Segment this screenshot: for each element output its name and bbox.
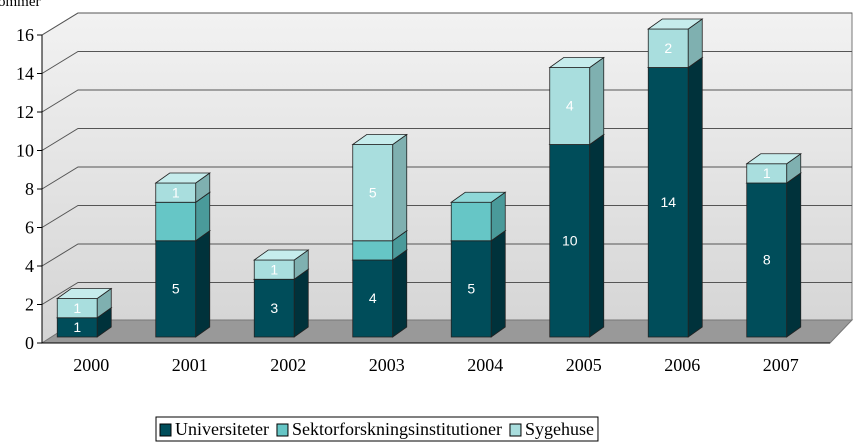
- bar-front: [155, 201, 197, 242]
- bar-segment: [745, 172, 802, 338]
- bar-side: [195, 229, 211, 338]
- bar-front: [450, 240, 492, 338]
- bar-side: [490, 229, 506, 338]
- data-label: 14: [660, 194, 676, 210]
- bar-front: [549, 144, 591, 338]
- y-tick-label: 6: [25, 218, 34, 238]
- bar-top: [56, 288, 113, 299]
- data-label: 10: [562, 232, 578, 248]
- bar-front: [549, 67, 591, 145]
- bar-top: [745, 153, 802, 165]
- legend-swatch: [159, 423, 172, 437]
- y-tick-label: 8: [25, 179, 34, 199]
- legend-label: Sygehuse: [525, 419, 594, 439]
- bar-front: [450, 201, 492, 242]
- y-tick-label: 14: [16, 64, 34, 84]
- bar-top: [351, 134, 408, 145]
- bar-side: [293, 268, 309, 338]
- legend-label: Sektorforskningsinstitutioner: [292, 419, 502, 439]
- y-tick-label: 10: [16, 141, 34, 161]
- data-label: 5: [172, 281, 180, 297]
- data-label: 4: [369, 290, 377, 306]
- data-label: 8: [763, 252, 771, 268]
- bar-side: [687, 56, 703, 338]
- bar-top: [450, 191, 507, 203]
- data-label: 1: [73, 300, 81, 316]
- bar-segment: [647, 18, 704, 69]
- data-label: 4: [566, 98, 574, 114]
- bar-segment: [745, 152, 802, 184]
- bar-segment: [351, 249, 408, 338]
- bar-segment: [56, 287, 113, 319]
- data-label: 1: [73, 319, 81, 335]
- bar-front: [352, 259, 394, 338]
- bar-top: [253, 249, 310, 261]
- y-tick-label: 2: [25, 295, 34, 315]
- data-label: 1: [172, 184, 180, 200]
- legend-swatch: [509, 423, 522, 437]
- bar-top: [154, 172, 211, 184]
- bar-side: [589, 56, 605, 146]
- legend-border: [155, 416, 599, 442]
- x-tick-label: 2004: [467, 355, 503, 375]
- grid-line: [41, 51, 852, 74]
- bar-segment: [450, 191, 507, 242]
- bar-segment: [351, 133, 408, 242]
- bar-front: [746, 182, 788, 338]
- bar-segment: [548, 56, 605, 146]
- x-tick-label: 2001: [172, 355, 208, 375]
- x-tick-label: 2005: [566, 355, 602, 375]
- y-tick-label: 16: [16, 25, 34, 45]
- y-axis-label: ommer: [0, 0, 41, 10]
- y-tick-label: 12: [16, 102, 34, 122]
- bar-front: [253, 278, 295, 338]
- data-label: 1: [270, 261, 278, 277]
- y-tick-label: 4: [25, 256, 34, 276]
- bar-segment: [548, 133, 605, 338]
- x-tick-label: 2007: [763, 355, 799, 375]
- bar-front: [155, 240, 197, 338]
- bar-side: [392, 249, 408, 338]
- bar-front: [352, 144, 394, 242]
- x-tick-label: 2006: [664, 355, 700, 375]
- legend: Universiteter Sektorforskningsinstitution…: [155, 416, 599, 442]
- bar-side: [786, 172, 802, 338]
- data-label: 2: [664, 40, 672, 56]
- x-tick-label: 2002: [270, 355, 306, 375]
- data-label: 5: [467, 281, 475, 297]
- data-label: 1: [763, 165, 771, 181]
- bar-segment: [647, 56, 704, 338]
- data-label: 3: [270, 300, 278, 316]
- bar-segment: [154, 172, 211, 204]
- legend-label: Universiteter: [175, 419, 269, 439]
- x-tick-label: 2003: [369, 355, 405, 375]
- y-tick-label: 0: [25, 333, 34, 353]
- grid-line: [41, 12, 852, 36]
- bar-segment: [253, 249, 310, 281]
- bar-side: [392, 133, 408, 242]
- bar-segment: [450, 229, 507, 338]
- bar-top: [647, 18, 704, 30]
- data-label: 5: [369, 184, 377, 200]
- legend-swatch: [276, 423, 289, 437]
- bar-side: [589, 133, 605, 338]
- bar-top: [548, 57, 605, 68]
- x-tick-label: 2000: [73, 355, 109, 375]
- bar-front: [352, 240, 394, 261]
- bar-segment: [154, 229, 211, 338]
